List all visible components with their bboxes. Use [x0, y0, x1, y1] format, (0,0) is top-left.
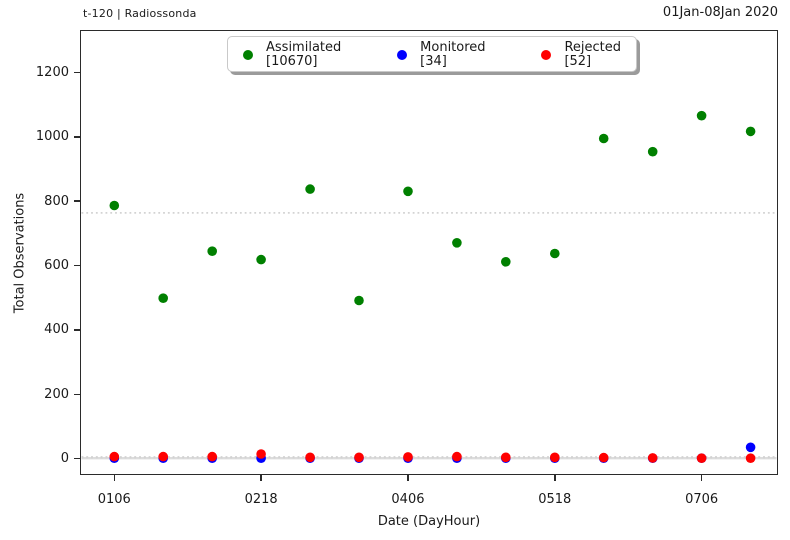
y-tick-mark-1000 [74, 136, 81, 138]
point-rejected-0418 [452, 451, 462, 462]
y-tick-mark-800 [74, 200, 81, 202]
point-assimilated-0406 [403, 186, 413, 197]
x-tick-mark-0518 [554, 475, 556, 481]
y-tick-label-1200: 1200 [35, 64, 69, 80]
legend-marker-icon [397, 50, 408, 60]
point-assimilated-0706 [696, 110, 707, 121]
x-tick-mark-0406 [407, 475, 409, 481]
y-axis-label: Total Observations [12, 192, 28, 314]
point-rejected-0718 [745, 453, 756, 464]
legend-label: Rejected [52] [564, 40, 621, 69]
point-rejected-0106 [109, 451, 120, 462]
legend-label: Assimilated [10670] [266, 40, 342, 69]
y-tick-label-800: 800 [44, 193, 69, 209]
legend-entry-monitored: Monitored [34] [397, 40, 486, 69]
plot-subtitle: t-120 | Radiossonda [83, 7, 197, 20]
point-assimilated-0206 [207, 246, 217, 256]
point-rejected-0618 [647, 453, 658, 463]
point-assimilated-0306 [305, 184, 315, 194]
point-rejected-0406 [403, 452, 413, 462]
x-tick-label-0106: 0106 [97, 492, 131, 507]
x-tick-label-0406: 0406 [391, 492, 425, 507]
point-rejected-0306 [305, 452, 315, 463]
point-assimilated-0618 [647, 146, 658, 157]
x-tick-mark-0218 [260, 475, 262, 481]
point-assimilated-0606 [598, 133, 609, 144]
y-tick-label-200: 200 [44, 386, 69, 402]
y-tick-label-0: 0 [60, 451, 69, 467]
legend-entry-rejected: Rejected [52] [541, 41, 621, 68]
y-tick-label-600: 600 [44, 258, 69, 274]
x-tick-mark-0706 [700, 475, 703, 481]
point-assimilated-0318 [354, 295, 364, 306]
point-assimilated-0106 [109, 200, 120, 211]
legend: Assimilated [10670] Monitored [34] Rejecte… [227, 36, 637, 72]
plot-canvas [81, 110, 777, 464]
y-tick-label-1000: 1000 [35, 129, 69, 145]
point-assimilated-0718 [745, 126, 756, 137]
legend-marker-icon [243, 50, 253, 60]
y-tick-label-400: 400 [44, 322, 69, 338]
x-tick-label-0518: 0518 [538, 492, 572, 507]
x-tick-label-0218: 0218 [244, 492, 278, 507]
point-rejected-0206 [207, 451, 217, 462]
point-assimilated-0518 [550, 248, 560, 259]
y-tick-mark-1200 [74, 71, 81, 74]
y-tick-mark-0 [74, 457, 81, 460]
x-axis-label: Date (DayHour) [377, 514, 481, 529]
y-tick-mark-400 [74, 329, 81, 331]
y-tick-mark-600 [74, 264, 81, 267]
point-rejected-0118 [158, 451, 168, 462]
point-assimilated-0418 [452, 238, 462, 248]
point-rejected-0506 [501, 452, 511, 463]
point-rejected-0318 [354, 452, 364, 463]
legend-label: Monitored [34] [420, 40, 486, 69]
date-range-title: 01Jan-08Jan 2020 [662, 5, 778, 20]
point-assimilated-0118 [158, 293, 168, 304]
point-assimilated-0218 [256, 254, 266, 265]
x-tick-mark-0106 [113, 475, 116, 481]
point-rejected-0606 [598, 452, 609, 463]
x-tick-label-0706: 0706 [685, 492, 719, 507]
point-monitored-0718 [745, 442, 756, 453]
point-rejected-0218 [256, 449, 266, 459]
legend-marker-icon [541, 50, 552, 60]
point-rejected-0706 [696, 453, 707, 464]
y-tick-mark-200 [74, 393, 81, 396]
point-rejected-0518 [550, 452, 560, 463]
plot-area [80, 30, 778, 475]
legend-entry-assimilated: Assimilated [10670] [243, 41, 341, 68]
point-assimilated-0506 [501, 257, 511, 267]
